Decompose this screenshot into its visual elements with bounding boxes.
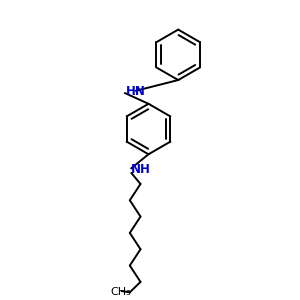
- Text: NH: NH: [131, 164, 151, 176]
- Text: CH₃: CH₃: [110, 287, 131, 297]
- Text: HN: HN: [126, 85, 146, 98]
